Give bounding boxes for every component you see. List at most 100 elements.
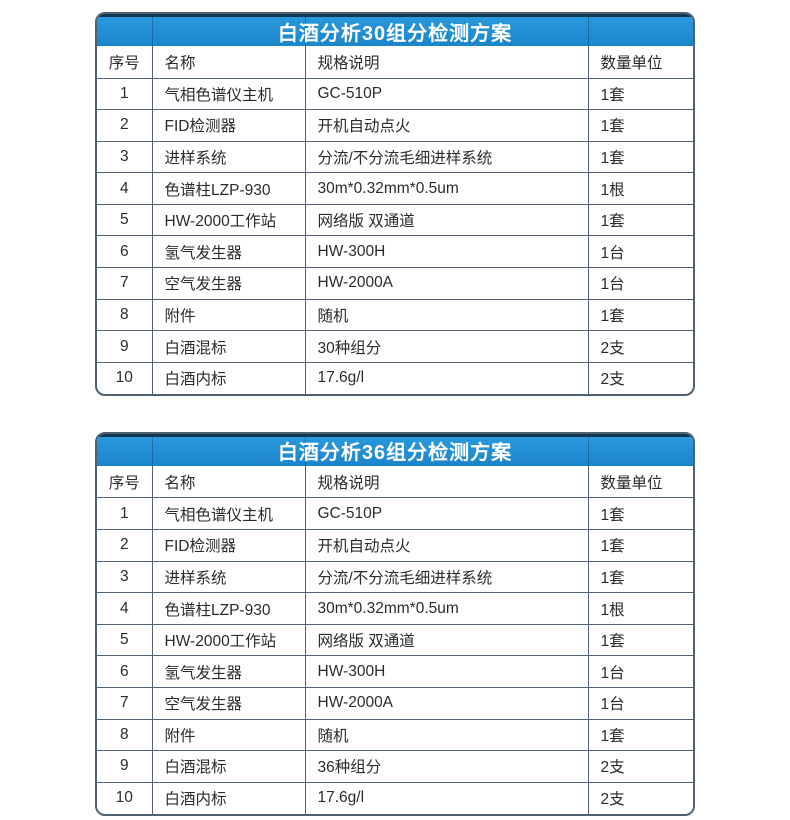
row-number-cell: 4	[97, 592, 153, 625]
spec-table-30-components: 白酒分析30组分检测方案 序号 名称 规格说明 数量单位 1 气相色谱仪主机 GC-…	[95, 12, 695, 396]
table-row: 8 附件 随机 1套	[97, 718, 693, 752]
table-title: 白酒分析36组分检测方案	[277, 442, 513, 465]
row-number-cell: 9	[97, 750, 153, 783]
column-header-spec: 规格说明	[304, 46, 589, 79]
spec-cell: 30m*0.32mm*0.5um	[304, 172, 589, 205]
spec-cell: 网络版 双通道	[304, 203, 589, 237]
name-cell: 空气发生器	[151, 267, 306, 300]
header-column-divider	[588, 436, 589, 466]
quantity-cell: 2支	[587, 750, 693, 783]
spec-cell: HW-2000A	[304, 687, 589, 720]
quantity-cell: 1套	[587, 109, 693, 142]
table-row: 9 白酒混标 36种组分 2支	[97, 750, 693, 783]
spec-cell: GC-510P	[304, 497, 589, 531]
table-row: 5 HW-2000工作站 网络版 双通道 1套	[97, 623, 693, 657]
table-row: 10 白酒内标 17.6g/l 2支	[97, 781, 693, 814]
spec-table: 序号 名称 规格说明 数量单位 1 气相色谱仪主机 GC-510P 1套 2 FID检测器…	[97, 46, 693, 394]
quantity-cell: 1套	[587, 718, 693, 752]
column-header-quantity: 数量单位	[587, 46, 693, 79]
row-number-cell: 6	[97, 655, 153, 688]
name-cell: HW-2000工作站	[151, 203, 306, 237]
row-number-cell: 4	[97, 172, 153, 205]
table-row: 4 色谱柱LZP-930 30m*0.32mm*0.5um 1根	[97, 172, 693, 205]
column-header-name: 名称	[151, 465, 306, 499]
row-number-cell: 8	[97, 718, 153, 752]
name-cell: 白酒内标	[151, 361, 306, 394]
table-row: 2 FID检测器 开机自动点火 1套	[97, 529, 693, 562]
header-column-divider	[305, 436, 306, 466]
spec-cell: 开机自动点火	[304, 529, 589, 562]
quantity-cell: 1套	[587, 497, 693, 531]
table-row: 3 进样系统 分流/不分流毛细进样系统 1套	[97, 560, 693, 594]
table-row: 4 色谱柱LZP-930 30m*0.32mm*0.5um 1根	[97, 592, 693, 625]
quantity-cell: 1套	[587, 77, 693, 111]
table-row: 2 FID检测器 开机自动点火 1套	[97, 109, 693, 142]
spec-cell: 17.6g/l	[304, 781, 589, 814]
quantity-cell: 1套	[587, 298, 693, 332]
quantity-cell: 1套	[587, 140, 693, 174]
table-title-bar: 白酒分析36组分检测方案	[97, 433, 693, 466]
table-row: 9 白酒混标 30种组分 2支	[97, 330, 693, 363]
header-column-divider	[305, 17, 306, 46]
name-cell: 色谱柱LZP-930	[151, 172, 306, 205]
quantity-cell: 1套	[587, 623, 693, 657]
row-number-cell: 2	[97, 529, 153, 562]
name-cell: HW-2000工作站	[151, 623, 306, 657]
spec-cell: HW-2000A	[304, 267, 589, 300]
quantity-cell: 1台	[587, 235, 693, 269]
name-cell: 进样系统	[151, 560, 306, 594]
quantity-cell: 2支	[587, 781, 693, 814]
name-cell: 气相色谱仪主机	[151, 497, 306, 531]
spec-cell: HW-300H	[304, 235, 589, 269]
quantity-cell: 1根	[587, 592, 693, 625]
table-row: 7 空气发生器 HW-2000A 1台	[97, 267, 693, 300]
spec-cell: GC-510P	[304, 77, 589, 111]
name-cell: 白酒内标	[151, 781, 306, 814]
row-number-cell: 1	[97, 77, 153, 111]
spec-cell: 分流/不分流毛细进样系统	[304, 140, 589, 174]
name-cell: 气相色谱仪主机	[151, 77, 306, 111]
table-row: 1 气相色谱仪主机 GC-510P 1套	[97, 77, 693, 111]
name-cell: 色谱柱LZP-930	[151, 592, 306, 625]
row-number-cell: 1	[97, 497, 153, 531]
table-row: 7 空气发生器 HW-2000A 1台	[97, 687, 693, 720]
table-row: 5 HW-2000工作站 网络版 双通道 1套	[97, 203, 693, 237]
name-cell: FID检测器	[151, 109, 306, 142]
name-cell: 附件	[151, 718, 306, 752]
spec-cell: 分流/不分流毛细进样系统	[304, 560, 589, 594]
row-number-cell: 10	[97, 781, 153, 814]
quantity-cell: 2支	[587, 361, 693, 394]
table-row: 10 白酒内标 17.6g/l 2支	[97, 361, 693, 394]
table-row: 6 氢气发生器 HW-300H 1台	[97, 235, 693, 269]
row-number-cell: 9	[97, 330, 153, 363]
name-cell: 空气发生器	[151, 687, 306, 720]
spec-cell: 36种组分	[304, 750, 589, 783]
row-number-cell: 5	[97, 203, 153, 237]
table-row: 1 气相色谱仪主机 GC-510P 1套	[97, 497, 693, 531]
name-cell: 氢气发生器	[151, 655, 306, 688]
spec-cell: 开机自动点火	[304, 109, 589, 142]
column-header-quantity: 数量单位	[587, 465, 693, 499]
quantity-cell: 1套	[587, 560, 693, 594]
name-cell: 白酒混标	[151, 330, 306, 363]
name-cell: 氢气发生器	[151, 235, 306, 269]
spec-cell: 30种组分	[304, 330, 589, 363]
column-header-index: 序号	[97, 46, 153, 79]
spec-cell: 网络版 双通道	[304, 623, 589, 657]
column-header-spec: 规格说明	[304, 465, 589, 499]
quantity-cell: 1套	[587, 203, 693, 237]
spec-cell: 随机	[304, 718, 589, 752]
name-cell: FID检测器	[151, 529, 306, 562]
quantity-cell: 2支	[587, 330, 693, 363]
table-row: 3 进样系统 分流/不分流毛细进样系统 1套	[97, 140, 693, 174]
spec-cell: HW-300H	[304, 655, 589, 688]
row-number-cell: 7	[97, 267, 153, 300]
table-row: 8 附件 随机 1套	[97, 298, 693, 332]
spec-cell: 30m*0.32mm*0.5um	[304, 592, 589, 625]
quantity-cell: 1根	[587, 172, 693, 205]
row-number-cell: 8	[97, 298, 153, 332]
row-number-cell: 7	[97, 687, 153, 720]
quantity-cell: 1套	[587, 529, 693, 562]
quantity-cell: 1台	[587, 687, 693, 720]
